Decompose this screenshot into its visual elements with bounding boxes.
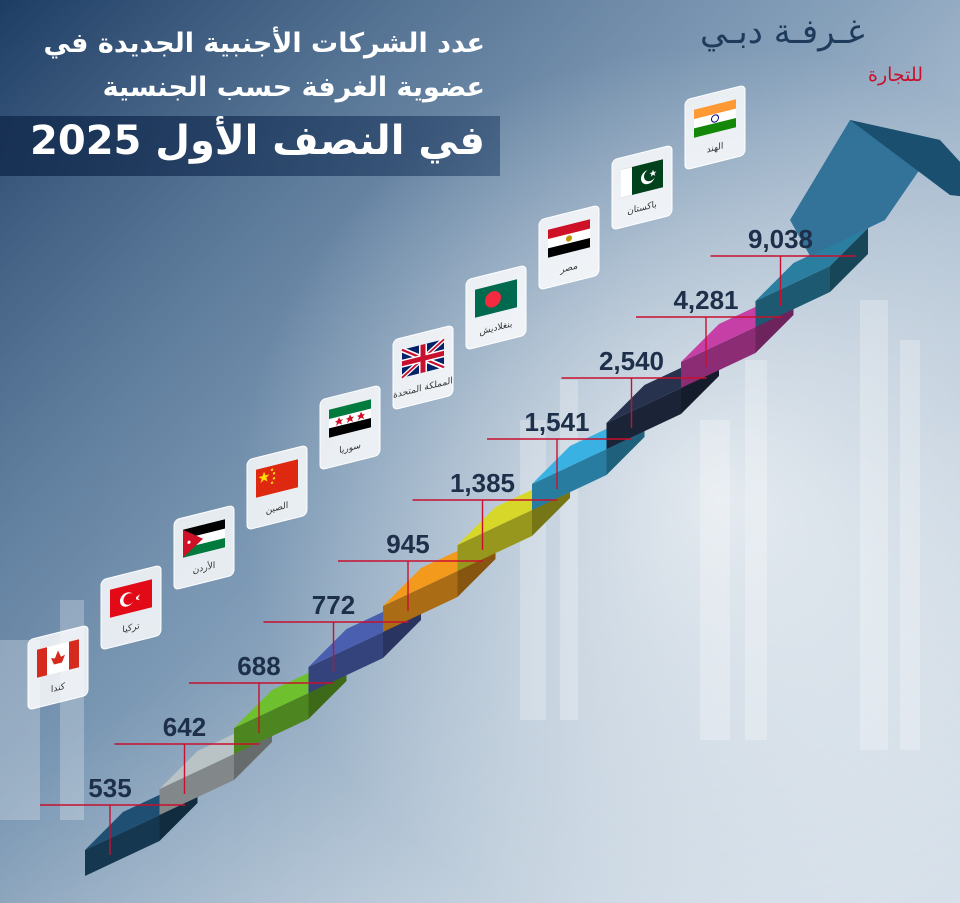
steps-group <box>85 228 868 876</box>
flag-card: كندا <box>27 625 89 710</box>
country-label: كندا <box>51 682 66 696</box>
value-label: 4,281 <box>673 285 738 315</box>
step-riser <box>234 693 309 754</box>
step-riser <box>159 754 234 815</box>
title-line-1: عدد الشركات الأجنبية الجديدة في <box>43 28 485 59</box>
value-label: 945 <box>386 529 429 559</box>
logo-subtitle: للتجارة <box>868 64 923 86</box>
title-line-3: في النصف الأول 2025 <box>30 118 485 164</box>
flag-card: الصين <box>246 445 308 530</box>
step-10 <box>755 228 868 327</box>
step-riser <box>532 449 607 510</box>
india-flag-icon <box>694 99 736 138</box>
step-riser <box>681 327 756 388</box>
value-label: 688 <box>237 651 280 681</box>
flag-card: مصر <box>538 205 600 290</box>
step-riser <box>457 510 532 571</box>
flag-card: باكستان <box>611 145 673 230</box>
flag-card: الهند <box>684 85 746 170</box>
flag-card: سوريا <box>319 385 381 470</box>
flag-card: المملكة المتحدة <box>392 325 454 410</box>
step-side <box>830 228 868 292</box>
china-flag-icon <box>256 459 298 498</box>
country-label: تركيا <box>122 621 140 635</box>
value-label: 2,540 <box>599 346 664 376</box>
bangladesh-flag-icon <box>475 279 517 318</box>
flag-card: بنغلاديش <box>465 265 527 350</box>
syria-flag-icon <box>329 399 371 438</box>
flag-card: تركيا <box>100 565 162 650</box>
value-label: 535 <box>88 773 131 803</box>
value-label: 1,385 <box>450 468 515 498</box>
uk-flag-icon <box>400 337 446 380</box>
step-riser <box>606 388 681 449</box>
step-tread <box>755 228 868 301</box>
value-labels-group: 535 642 688 772 945 1,385 1,541 2,540 4,281 9,038 <box>40 224 856 855</box>
egypt-flag-icon <box>548 219 590 258</box>
canada-flag-icon <box>37 639 79 678</box>
turkey-flag-icon <box>110 579 152 618</box>
pakistan-flag-icon <box>621 159 663 198</box>
jordan-flag-icon <box>183 519 225 558</box>
value-label: 9,038 <box>748 224 813 254</box>
value-label: 772 <box>312 590 355 620</box>
arrow-head-side <box>850 120 960 197</box>
step-riser <box>755 266 830 327</box>
step-riser <box>308 632 383 693</box>
step-riser <box>383 571 458 632</box>
flag-card: الأردن <box>173 505 235 590</box>
step-riser <box>85 815 160 876</box>
arrow-head-group <box>790 120 960 256</box>
value-label: 642 <box>163 712 206 742</box>
logo-text: غـرفـة دبـي <box>700 12 865 52</box>
value-label: 1,541 <box>524 407 589 437</box>
title-band <box>0 116 500 176</box>
country-label: مصر <box>559 261 578 276</box>
country-label: الهند <box>707 142 724 156</box>
title-line-2: عضوية الغرفة حسب الجنسية <box>102 72 485 103</box>
